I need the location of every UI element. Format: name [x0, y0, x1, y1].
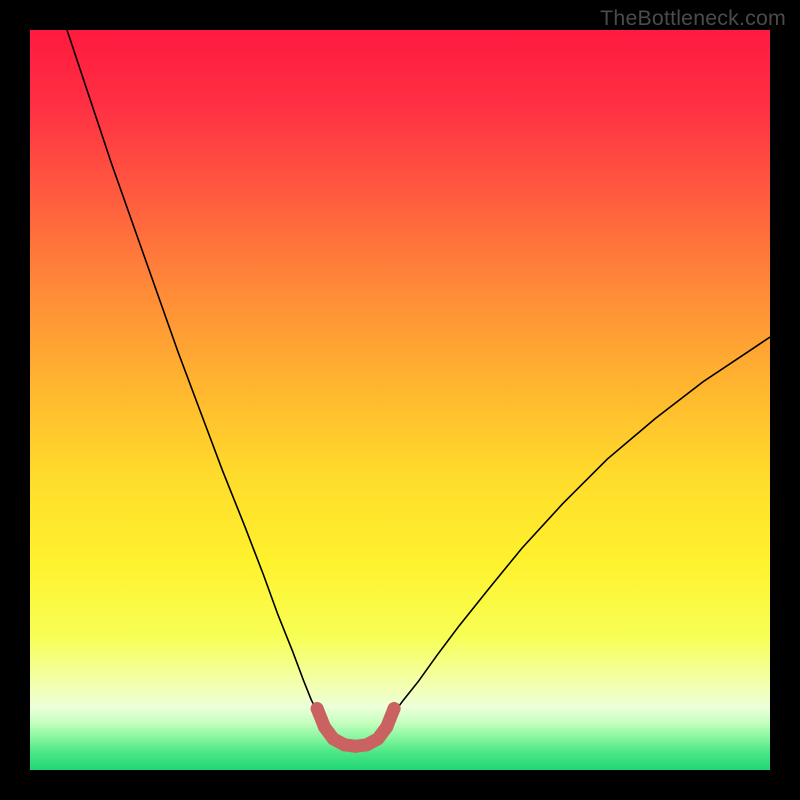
curve-layer [30, 30, 770, 770]
plot-area [30, 30, 770, 770]
right-branch-curve [393, 337, 770, 714]
watermark-text: TheBottleneck.com [600, 6, 786, 31]
trough-highlight [311, 702, 401, 753]
figure-container: TheBottleneck.com [0, 0, 800, 800]
left-branch-curve [67, 30, 319, 715]
